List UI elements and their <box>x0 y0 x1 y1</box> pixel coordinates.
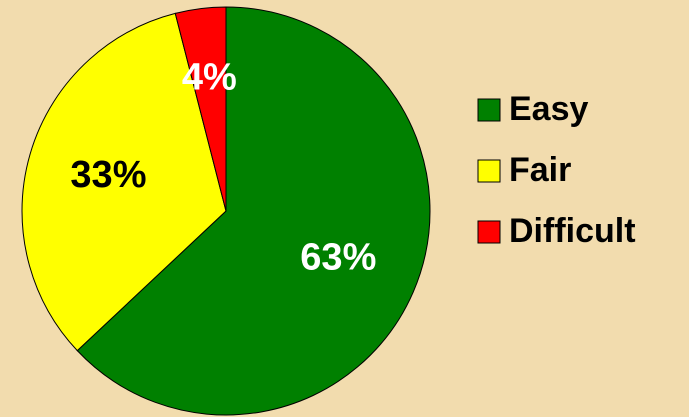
legend-swatch <box>477 220 501 244</box>
legend-label: Fair <box>509 151 571 189</box>
slice-label: 33% <box>70 154 146 196</box>
legend-label: Easy <box>509 90 588 128</box>
pie-slice <box>21 12 227 352</box>
pie-slice <box>76 6 431 416</box>
slice-label: 4% <box>182 56 237 98</box>
pie-slice <box>174 6 227 212</box>
legend-swatch <box>477 98 501 122</box>
slice-label: 63% <box>300 237 376 279</box>
legend-swatch <box>477 159 501 183</box>
legend-label: Difficult <box>509 212 636 250</box>
